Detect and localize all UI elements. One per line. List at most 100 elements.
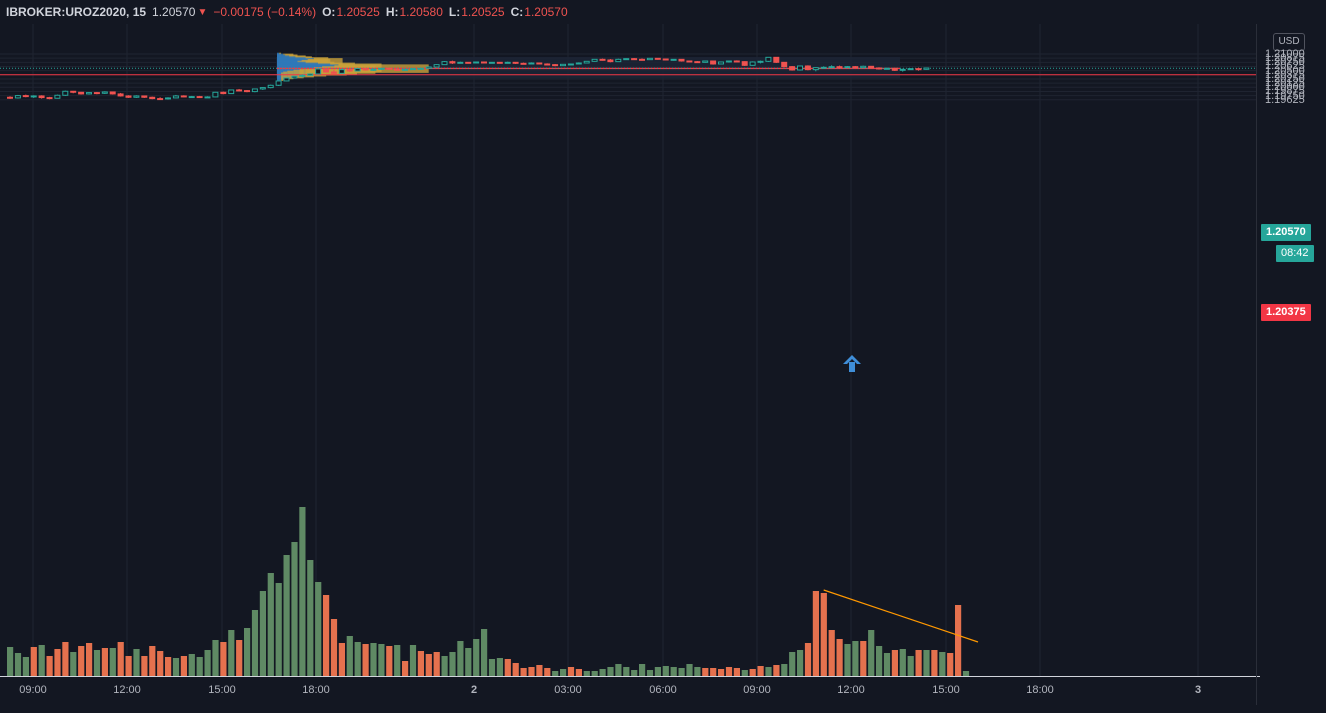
candle-body [915,68,922,71]
volume-bar [283,555,290,676]
volume-bar [876,646,883,676]
volume-bar [488,659,496,676]
candle-body [599,58,606,61]
volume-bar [844,644,851,676]
volume-bar [93,650,101,676]
price-axis-label: 1.20875 [1265,52,1305,65]
volume-bar [583,671,590,676]
volume-bar [670,667,677,676]
volume-bar [804,643,812,676]
volume-bar [291,542,298,676]
volume-bar [38,645,45,676]
volume-bar [718,669,725,676]
arrow-up-icon[interactable] [843,355,861,372]
volume-bar [678,668,685,676]
volume-bar [765,667,772,676]
volume-bar [109,648,116,676]
candle-body [346,69,353,72]
candle-body [62,90,69,96]
low-value: 1.20525 [461,5,505,19]
volume-bar [409,645,417,676]
candle-body [323,68,329,73]
time-axis-label: 2 [470,684,478,696]
candle-body [567,63,574,66]
volume-bar [836,639,843,676]
candle-body [883,67,890,70]
candle-body [196,96,203,99]
volume-bar [425,654,432,676]
volume-bar [267,573,274,676]
volume-bar [883,653,891,676]
candle-body [528,62,535,65]
volume-profile-down-row [281,72,284,81]
volume-bar [828,630,835,676]
price-axis-label: 1.20375 [1265,68,1305,81]
time-axis-label: 09:00 [19,684,47,696]
candle-body [70,90,77,93]
volume-bar [54,649,61,676]
volume-bar [575,669,582,676]
volume-bar [931,650,938,676]
candle-body [141,95,148,98]
volume-bar [338,643,345,676]
volume-bar [607,667,614,676]
candle-body [686,60,693,63]
volume-bar [165,657,172,676]
candle-body [654,57,661,60]
candle-body [157,98,164,101]
candle-body [749,61,756,66]
candle-body [544,63,551,66]
candle-body [362,68,369,71]
volume-bar [544,668,551,676]
volume-bar [220,642,227,676]
candle-body [244,90,250,93]
candle-body [662,58,669,61]
candle-body [93,92,100,95]
volume-bar [141,656,148,676]
candle-body [804,65,811,71]
candle-body [291,75,298,79]
volume-bar [204,650,211,676]
volume-bar [259,591,266,676]
volume-bar [275,583,282,676]
candle-body [797,65,803,71]
time-axis-label: 15:00 [932,684,960,696]
volume-bar [962,671,970,676]
time-axis-label: 18:00 [1026,684,1054,696]
volume-bar [402,661,409,676]
candle-body [496,61,503,64]
volume-bar [868,630,875,676]
volume-bar [133,649,140,676]
volume-bar [733,668,740,676]
volume-bar [441,656,448,676]
candle-body [733,60,740,63]
volume-bar [62,642,69,676]
volume-bar [212,640,219,676]
currency-button[interactable]: USD [1273,33,1305,51]
volume-bar [891,650,898,676]
candle-body [402,68,408,71]
candle-body [694,61,701,64]
volume-bar [686,664,693,676]
symbol-title[interactable]: IBROKER:UROZ2020, 15 [6,5,147,19]
candle-body [836,66,843,69]
volume-bar [70,652,77,676]
candle-body [172,95,179,99]
candle-body [236,89,243,92]
candle-body [220,91,227,95]
candle-body [520,62,527,65]
candle-body [117,93,124,97]
volume-bar [7,647,14,676]
price-axis-label: 1.19625 [1265,93,1305,106]
candle-body [78,91,85,95]
chart-grid [0,24,1256,676]
price-axis-label: 1.20000 [1265,81,1305,94]
volume-bar [236,640,243,676]
volume-bar [725,667,733,676]
volume-bar [30,647,37,676]
volume-bar [639,664,646,676]
candle-body [891,67,898,71]
candle-body [275,80,282,86]
low-label: L: [448,5,461,19]
